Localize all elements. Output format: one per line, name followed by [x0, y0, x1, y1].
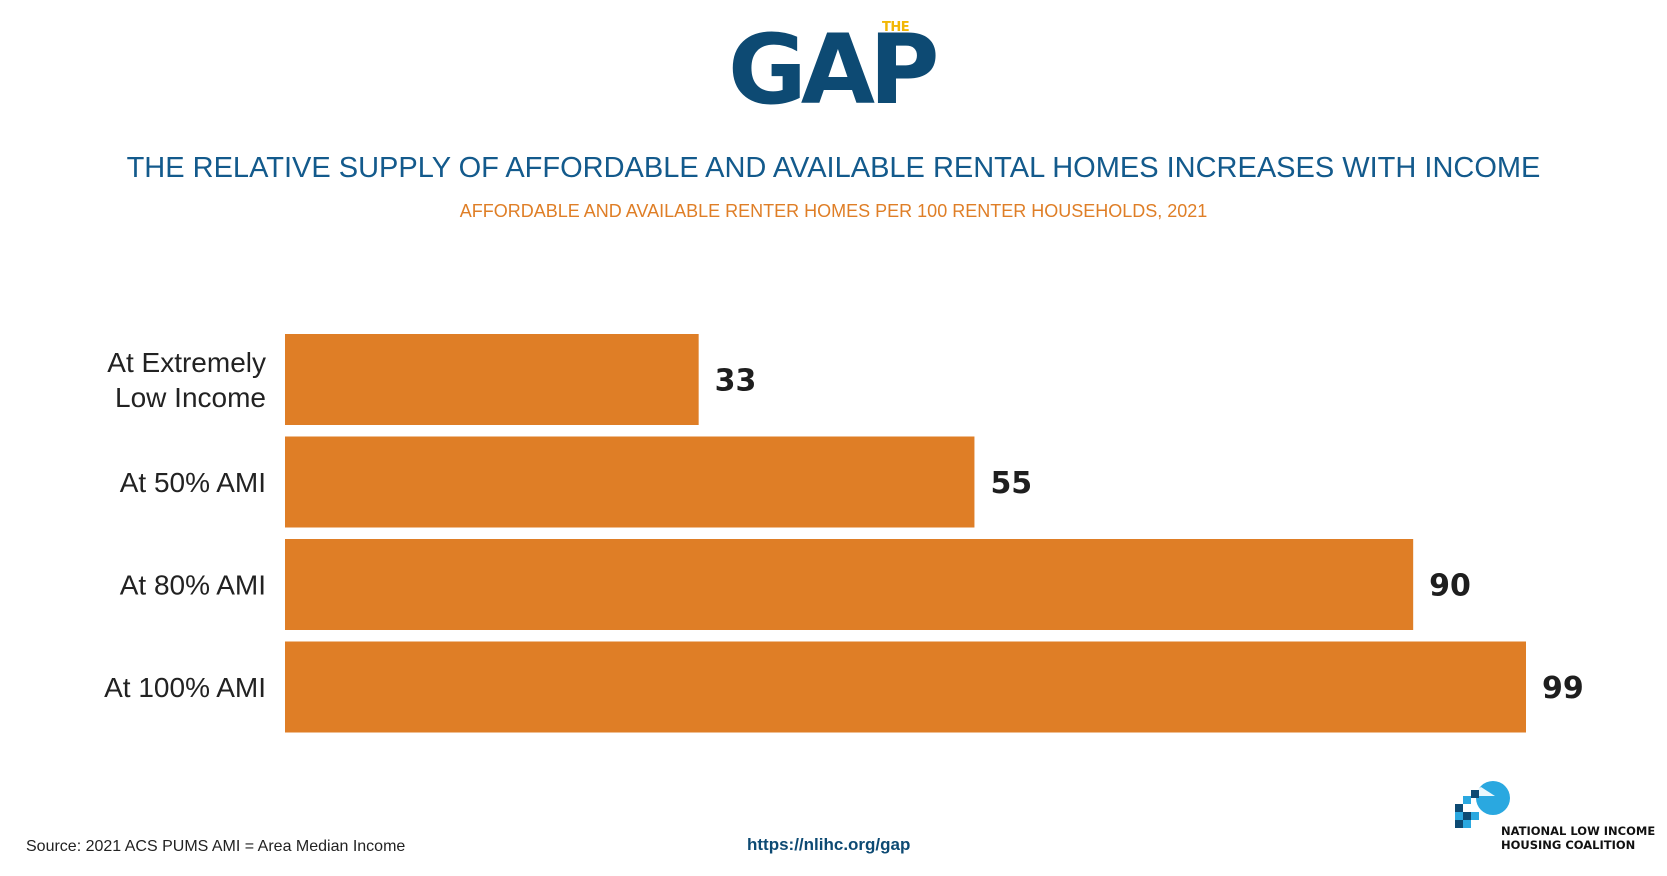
- chart-title: THE RELATIVE SUPPLY OF AFFORDABLE AND AV…: [126, 152, 1541, 184]
- category-label-1: At 50% AMI: [120, 467, 266, 498]
- logo-small-text: THE: [882, 20, 910, 35]
- bar-1: [285, 436, 975, 528]
- gap-logo: GAP THE: [728, 20, 948, 120]
- gap-link[interactable]: https://nlihc.org/gap: [747, 835, 911, 854]
- bar-2: [285, 539, 1414, 630]
- category-label-0: At Extremely Low Income: [107, 347, 266, 413]
- org-name-line1: NATIONAL LOW INCOME: [1501, 824, 1656, 838]
- data-label-1: 55: [990, 466, 1032, 501]
- category-label-3: At 100% AMI: [104, 672, 266, 703]
- chart-subtitle: AFFORDABLE AND AVAILABLE RENTER HOMES PE…: [459, 201, 1208, 221]
- data-label-3: 99: [1542, 671, 1584, 706]
- category-label-2: At 80% AMI: [120, 570, 266, 601]
- org-name-line2: HOUSING COALITION: [1501, 838, 1636, 852]
- bar-0: [285, 334, 699, 425]
- bar-3: [285, 641, 1526, 733]
- data-label-2: 90: [1429, 569, 1471, 604]
- nlihc-logo: NATIONAL LOW INCOME HOUSING COALITION: [1453, 780, 1655, 852]
- source-note: Source: 2021 ACS PUMS AMI = Area Median …: [26, 838, 406, 855]
- org-name: NATIONAL LOW INCOME HOUSING COALITION: [1501, 824, 1655, 852]
- logo-main-text: GAP: [728, 14, 939, 126]
- house-icon: [1455, 781, 1510, 828]
- data-label-0: 33: [715, 364, 757, 399]
